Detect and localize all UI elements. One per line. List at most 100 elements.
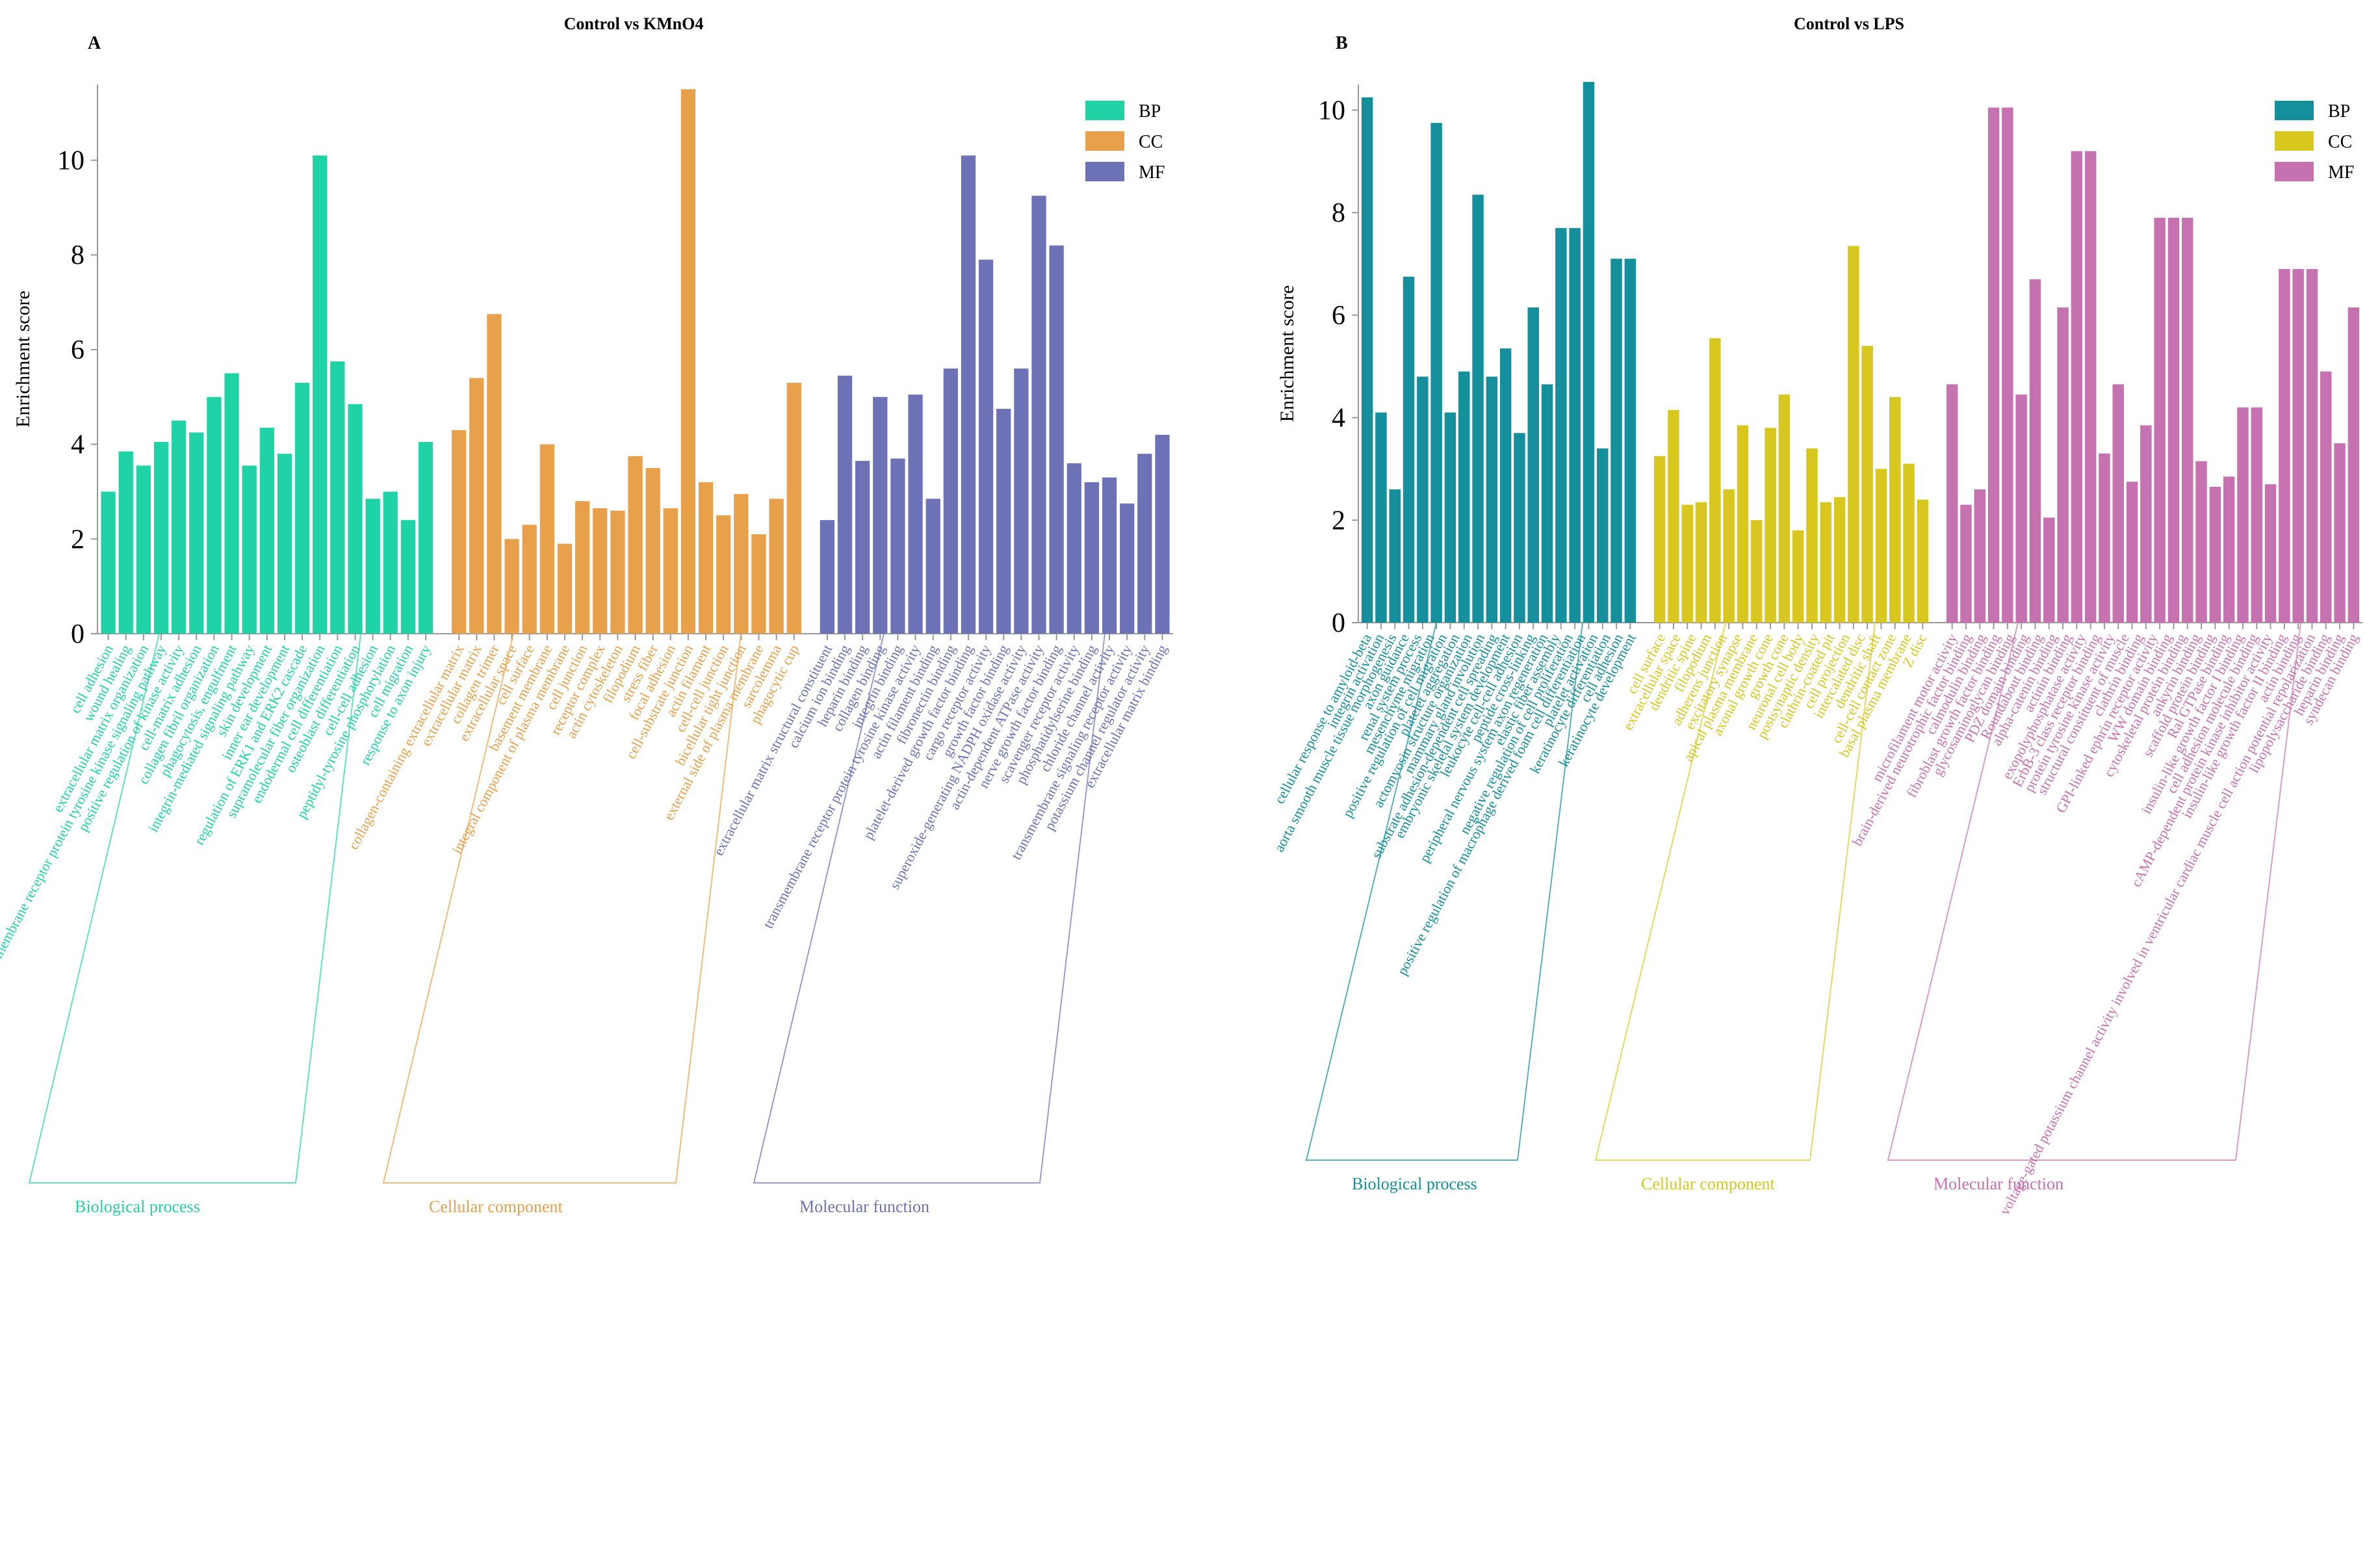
- bar: [961, 155, 976, 634]
- bar: [1653, 456, 1666, 623]
- bar: [1861, 346, 1873, 623]
- y-tick-label: 10: [57, 146, 84, 176]
- bar: [1889, 397, 1901, 623]
- y-tick-label: 8: [71, 240, 84, 270]
- bar: [820, 520, 834, 634]
- group-label: Cellular component: [429, 1197, 563, 1216]
- group-label: Molecular function: [799, 1197, 929, 1216]
- bar: [1486, 376, 1498, 623]
- y-tick-label: 0: [71, 619, 84, 649]
- bar: [1514, 433, 1525, 623]
- bar: [1361, 97, 1373, 623]
- legend-swatch: [1085, 101, 1124, 120]
- bar: [1848, 246, 1859, 623]
- bar: [171, 421, 187, 634]
- legend-swatch: [2275, 131, 2314, 151]
- chart-title: Control vs LPS: [1794, 14, 1904, 33]
- bar: [1987, 107, 2000, 623]
- bar: [1155, 435, 1170, 634]
- group-bracket: [382, 633, 742, 1184]
- y-tick-label: 6: [71, 335, 84, 365]
- bar: [1960, 504, 1972, 623]
- bar: [2251, 407, 2262, 623]
- legend-swatch: [2275, 101, 2314, 120]
- bar: [452, 430, 467, 634]
- bar: [1668, 409, 1679, 623]
- bar: [2084, 151, 2097, 623]
- bar: [330, 361, 345, 634]
- bar: [855, 461, 870, 634]
- bar: [224, 373, 239, 634]
- legend-label: MF: [2328, 162, 2354, 183]
- series-mf: microfilament motor activitybrain-derive…: [1849, 107, 2361, 1217]
- bar: [2237, 407, 2249, 623]
- bar: [1102, 477, 1117, 634]
- bar: [1833, 497, 1846, 623]
- bar: [1137, 454, 1152, 634]
- bar: [593, 508, 608, 634]
- bar: [698, 482, 714, 634]
- bar: [996, 408, 1011, 634]
- bar: [136, 465, 151, 634]
- bar: [908, 395, 923, 634]
- bar: [1417, 376, 1429, 623]
- bar: [1792, 530, 1804, 623]
- y-tick-label: 2: [1332, 506, 1345, 536]
- bar: [469, 378, 484, 634]
- series-bp: cellular response to amyloid-betaintegri…: [1271, 82, 1639, 1193]
- bar: [1624, 259, 1636, 623]
- bar: [1014, 369, 1029, 634]
- bar: [1765, 428, 1776, 623]
- group-label: Biological process: [1352, 1174, 1477, 1193]
- bar: [2112, 384, 2124, 623]
- bar: [2306, 268, 2318, 623]
- bar: [1806, 448, 1818, 623]
- bar: [1430, 123, 1442, 623]
- bar: [1375, 412, 1387, 623]
- group-label: Biological process: [75, 1197, 200, 1216]
- y-tick-label: 2: [71, 524, 84, 554]
- legend-label: CC: [2328, 132, 2352, 152]
- bar: [1458, 371, 1470, 623]
- bar: [2264, 484, 2277, 623]
- bar: [1527, 307, 1539, 623]
- group-label: Molecular function: [1934, 1174, 2063, 1193]
- bar: [539, 444, 554, 634]
- y-tick-label: 6: [1332, 301, 1345, 331]
- bar: [1751, 520, 1763, 623]
- bar: [1049, 245, 1064, 634]
- group-bracket: [1594, 622, 1876, 1161]
- bar: [680, 89, 696, 634]
- bar: [2154, 218, 2166, 623]
- bar: [2334, 443, 2346, 623]
- bar: [101, 491, 116, 634]
- bar: [1610, 259, 1622, 623]
- bar: [189, 432, 204, 634]
- bar: [2002, 107, 2013, 623]
- bar: [365, 499, 380, 634]
- bar: [1403, 276, 1415, 623]
- legend-label: BP: [2328, 101, 2350, 122]
- bar: [259, 428, 274, 634]
- legend-label: MF: [1139, 162, 1165, 183]
- bar: [1067, 463, 1081, 634]
- panel-a-chart: A Control vs KMnO4 0 2 4 6 8 10 Enrichment score…: [0, 14, 1173, 1216]
- bar: [153, 441, 169, 634]
- bar: [1555, 227, 1567, 623]
- bar: [1709, 338, 1721, 623]
- bar: [2223, 476, 2235, 623]
- legend-label: BP: [1139, 101, 1161, 122]
- y-tick-label: 4: [1332, 404, 1345, 434]
- bar: [2126, 482, 2138, 623]
- bar: [1778, 395, 1791, 623]
- bar: [751, 534, 766, 634]
- group-bracket: [1887, 622, 2301, 1161]
- bar: [716, 515, 731, 634]
- y-tick-label: 4: [71, 430, 84, 460]
- group-bracket: [1305, 622, 1583, 1161]
- bar: [1737, 425, 1749, 623]
- legend-swatch: [1085, 131, 1124, 151]
- bar: [2348, 307, 2360, 623]
